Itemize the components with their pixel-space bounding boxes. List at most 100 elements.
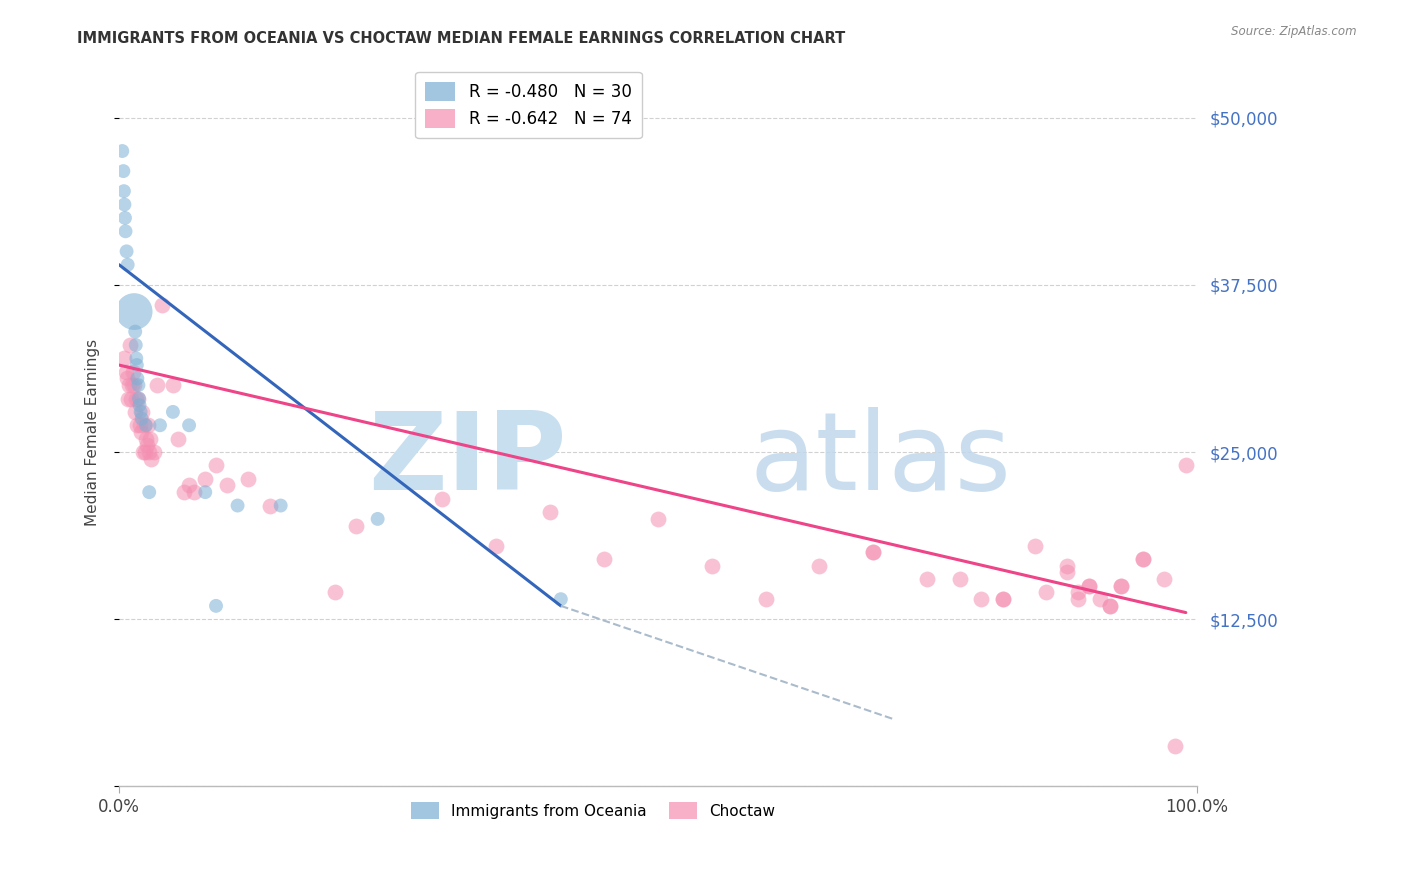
- Point: [125, 358, 148, 372]
- Point: [138, 485, 160, 500]
- Point: [432, 491, 454, 506]
- Point: [138, 445, 160, 459]
- Point: [183, 485, 205, 500]
- Point: [344, 518, 367, 533]
- Point: [114, 197, 136, 211]
- Point: [127, 418, 149, 433]
- Point: [129, 425, 152, 439]
- Y-axis label: Median Female Earnings: Median Female Earnings: [86, 338, 100, 525]
- Point: [259, 499, 281, 513]
- Point: [177, 418, 200, 433]
- Point: [1109, 579, 1132, 593]
- Point: [1077, 579, 1099, 593]
- Legend: Immigrants from Oceania, Choctaw: Immigrants from Oceania, Choctaw: [405, 796, 782, 825]
- Point: [125, 351, 148, 366]
- Point: [270, 499, 292, 513]
- Point: [1174, 458, 1197, 473]
- Point: [167, 432, 190, 446]
- Point: [124, 325, 146, 339]
- Point: [215, 478, 238, 492]
- Point: [550, 592, 572, 607]
- Point: [367, 512, 389, 526]
- Point: [122, 378, 145, 392]
- Point: [173, 485, 195, 500]
- Point: [162, 405, 184, 419]
- Point: [149, 418, 172, 433]
- Point: [136, 438, 159, 452]
- Point: [141, 451, 163, 466]
- Point: [862, 545, 884, 559]
- Point: [115, 244, 138, 259]
- Point: [135, 418, 157, 433]
- Point: [1164, 739, 1187, 754]
- Point: [991, 592, 1014, 607]
- Point: [647, 512, 669, 526]
- Point: [948, 572, 970, 586]
- Point: [135, 432, 157, 446]
- Point: [114, 211, 136, 225]
- Point: [127, 378, 149, 392]
- Point: [132, 418, 155, 433]
- Point: [205, 599, 228, 613]
- Point: [1056, 558, 1078, 573]
- Point: [112, 184, 135, 198]
- Point: [194, 485, 217, 500]
- Point: [1109, 579, 1132, 593]
- Point: [915, 572, 938, 586]
- Point: [128, 418, 150, 433]
- Point: [120, 392, 142, 406]
- Point: [238, 472, 260, 486]
- Text: atlas: atlas: [749, 408, 1011, 513]
- Point: [127, 371, 149, 385]
- Point: [127, 392, 149, 406]
- Point: [754, 592, 776, 607]
- Point: [131, 411, 153, 425]
- Point: [115, 371, 138, 385]
- Point: [162, 378, 184, 392]
- Point: [142, 445, 165, 459]
- Point: [1024, 539, 1046, 553]
- Point: [114, 351, 136, 366]
- Text: IMMIGRANTS FROM OCEANIA VS CHOCTAW MEDIAN FEMALE EARNINGS CORRELATION CHART: IMMIGRANTS FROM OCEANIA VS CHOCTAW MEDIA…: [77, 31, 845, 46]
- Point: [205, 458, 228, 473]
- Point: [121, 378, 143, 392]
- Point: [1056, 566, 1078, 580]
- Point: [117, 392, 139, 406]
- Point: [122, 365, 145, 379]
- Point: [970, 592, 993, 607]
- Point: [134, 445, 156, 459]
- Text: ZIP: ZIP: [368, 408, 567, 513]
- Point: [112, 164, 135, 178]
- Point: [114, 365, 136, 379]
- Point: [538, 505, 561, 519]
- Point: [118, 338, 141, 352]
- Point: [139, 432, 162, 446]
- Point: [991, 592, 1014, 607]
- Point: [128, 398, 150, 412]
- Point: [1035, 585, 1057, 599]
- Point: [125, 338, 148, 352]
- Point: [1067, 585, 1090, 599]
- Point: [129, 405, 152, 419]
- Point: [323, 585, 346, 599]
- Point: [117, 258, 139, 272]
- Point: [1132, 552, 1154, 566]
- Point: [150, 298, 173, 312]
- Point: [1153, 572, 1175, 586]
- Point: [1099, 599, 1122, 613]
- Point: [131, 405, 153, 419]
- Point: [128, 392, 150, 406]
- Point: [177, 478, 200, 492]
- Point: [136, 418, 159, 433]
- Point: [808, 558, 831, 573]
- Point: [700, 558, 723, 573]
- Point: [145, 378, 167, 392]
- Point: [125, 392, 148, 406]
- Point: [111, 144, 134, 158]
- Point: [114, 224, 136, 238]
- Point: [124, 405, 146, 419]
- Point: [122, 304, 145, 318]
- Point: [862, 545, 884, 559]
- Text: Source: ZipAtlas.com: Source: ZipAtlas.com: [1232, 25, 1357, 38]
- Point: [593, 552, 616, 566]
